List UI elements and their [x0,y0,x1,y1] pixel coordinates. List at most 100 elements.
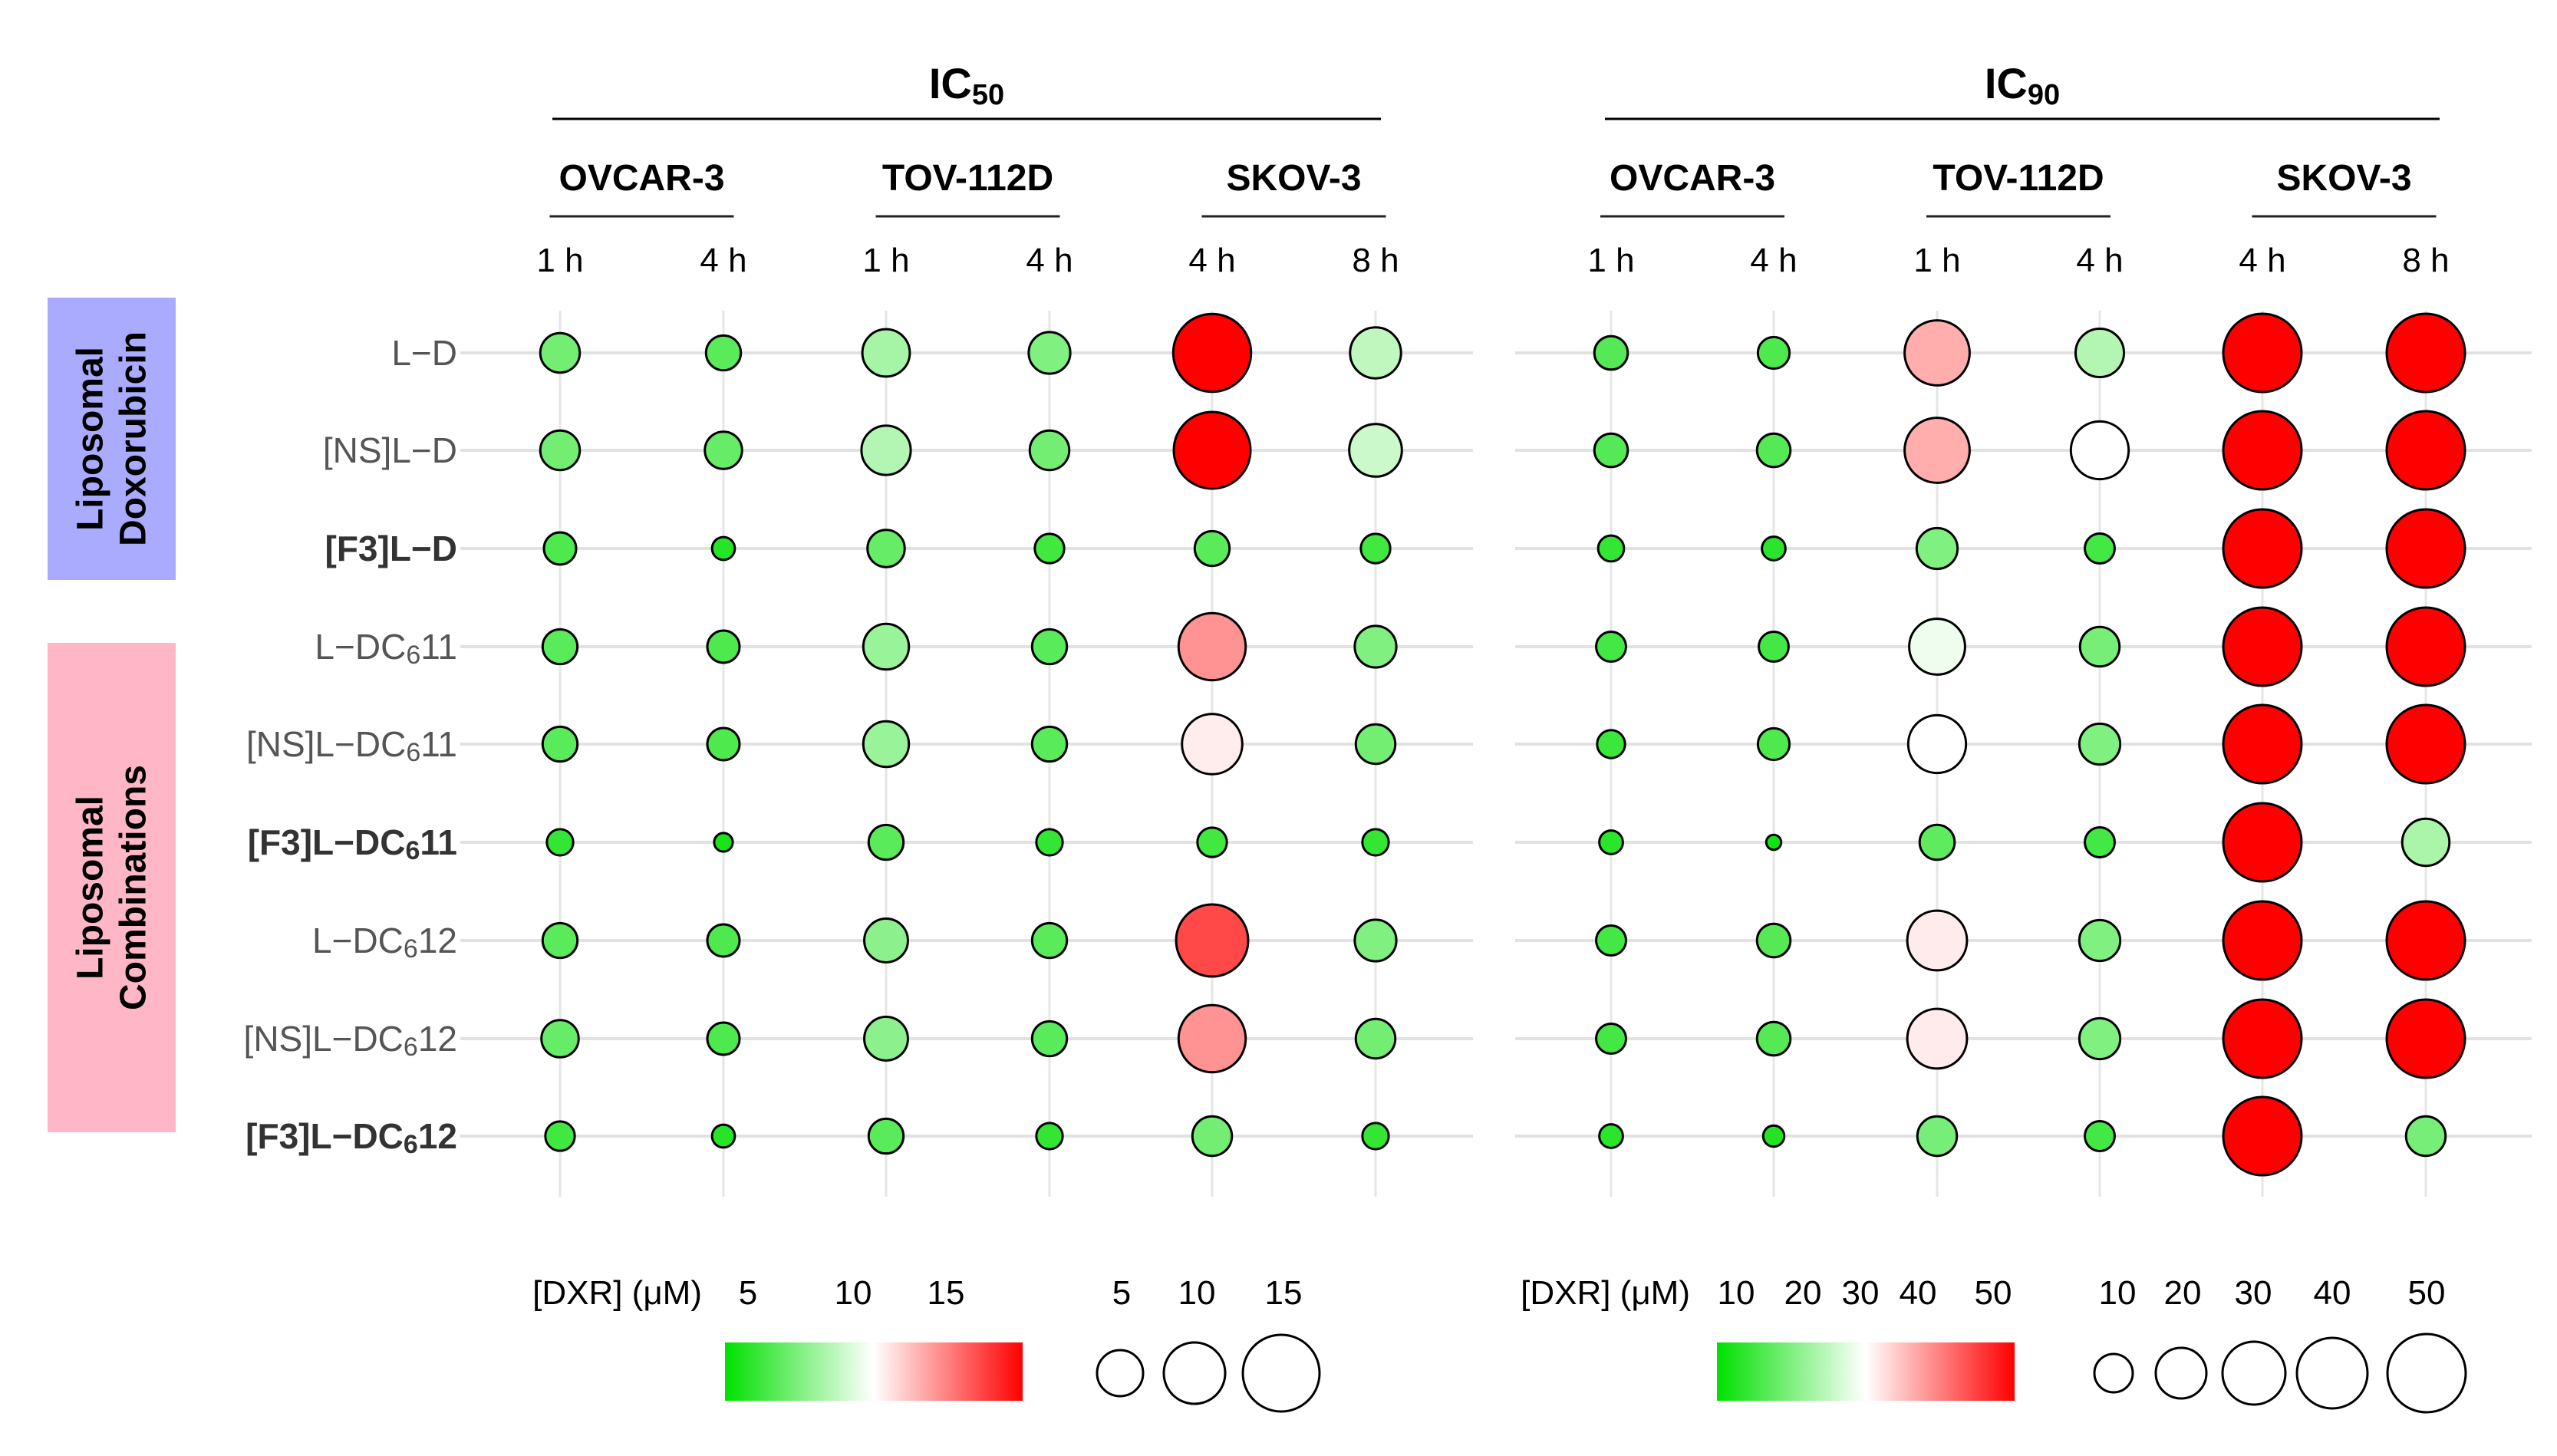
group-label-1: Liposomal Doxorubicin [71,331,154,546]
row-label-suffix: 12 [418,921,457,960]
row-label-suffix: 11 [420,822,457,862]
bubble-point [2069,420,2130,481]
bubble-point [1353,624,1398,669]
size-scale-circle [2093,1352,2134,1394]
group-label-line2: Combinations [114,765,154,1010]
size-scale-circle [2221,1340,2287,1406]
size-scale-circle [2386,1332,2467,1414]
color-scale-tick: 15 [928,1274,965,1312]
row-label-sub: 6 [404,1033,418,1062]
bubble-point [1595,1023,1627,1055]
bubble-point [542,531,578,566]
bubble-point [2222,508,2303,589]
row-label-suffix: 11 [420,627,457,667]
bubble-point [1908,618,1966,676]
bubble-point [1598,829,1624,855]
bubble-point [1030,725,1069,763]
bubble-point [1353,918,1398,963]
bubble-point [2385,900,2466,981]
cell-line-label: OVCAR-3 [559,158,724,199]
color-scale-tick: 5 [739,1274,757,1312]
bubble-point [1906,1007,1969,1070]
bubble-point [1191,1115,1234,1158]
time-label: 1 h [1913,242,1960,279]
row-label-text: [NS]L−DC [246,724,406,764]
bubble-point [2222,606,2303,687]
bubble-point [867,1117,905,1155]
bubble-point [710,1123,736,1149]
row-label-text: L−DC [315,627,406,667]
bubble-point [863,1016,909,1062]
bubble-point [1765,833,1783,852]
bubble-point [862,720,911,769]
bubble-point [1361,1122,1390,1151]
bubble-point [1030,921,1069,960]
size-scale-tick: 10 [1178,1274,1216,1312]
bubble-point [1349,326,1402,380]
row-label: [F3]L−D [325,529,458,568]
row-label-sub: 6 [405,836,420,865]
bubble-point [1033,532,1066,565]
bubble-point [1035,1122,1064,1151]
bubble-point [541,921,579,960]
bubble-point [706,1021,741,1056]
row-label: [NS]L−D [323,430,457,470]
color-scale-bar [1717,1342,2015,1401]
row-label: [F3]L−DC612 [245,1116,457,1159]
bubble-point [1035,828,1064,857]
legend-axis-label: [DXR] (μM) [1521,1274,1690,1312]
group-label-line2: Doxorubicin [114,331,154,546]
legend-2: [DXR] (μM) 10 20 30 40 50 10 20 30 40 50 [1521,1274,2467,1414]
size-scale-tick: 5 [1112,1274,1131,1312]
bubble-point [1915,526,1959,571]
row-label-text: [F3]L−D [325,529,458,568]
bubble-point [1598,1123,1624,1149]
bubble-point [704,430,743,470]
panel-title-2: IC90 [1985,59,2060,111]
bubble-point [1177,1003,1247,1074]
bubble-point [1348,423,1403,478]
bubble-point [1030,1020,1069,1058]
bubble-point [2074,327,2126,379]
row-label: [NS]L−DC612 [244,1019,457,1062]
time-label: 4 h [2076,242,2123,279]
bubble-point [867,823,905,861]
bubble-point [1354,723,1397,766]
row-label: L−DC611 [315,627,457,670]
bubble-point [1758,631,1790,663]
bubble-point [861,328,911,378]
bubble-point [541,725,579,763]
size-scale-tick: 10 [2099,1274,2137,1312]
color-scale-tick: 30 [1842,1274,1880,1312]
row-label-sub: 6 [406,738,420,767]
bubble-point [1359,532,1392,565]
panel-title-main: IC [1985,59,2028,107]
bubble-point [1761,535,1787,562]
size-scale-circle [1162,1341,1227,1405]
bubble-point [1756,335,1791,371]
bubble-point [2222,703,2303,785]
bubble-point [1171,312,1253,394]
time-label: 8 h [1352,242,1399,279]
bubble-point [1761,1124,1786,1148]
row-label-suffix: 12 [418,1116,457,1156]
bubble-point [706,629,741,664]
bubble-point [1028,429,1071,472]
bubble-point [866,529,906,568]
bubble-point [2078,625,2121,668]
bubble-point [1354,1017,1397,1060]
bubble-point [1596,534,1626,563]
color-scale-tick: 50 [1975,1274,2012,1312]
size-scale-circle [1096,1349,1145,1398]
bubble-point [1361,828,1390,857]
bubble-point [2084,1120,2116,1152]
bubble-point [1918,823,1956,861]
bubble-point [1903,319,1971,387]
row-label-suffix: 11 [420,724,457,764]
panel-title-main: IC [929,59,972,107]
bubble-point [2078,918,2122,963]
row-label: L−D [391,333,457,373]
row-label-suffix: 12 [418,1019,457,1059]
legend-1: [DXR] (μM) 5 10 15 5 10 15 [532,1274,1321,1413]
bubble-point [706,923,741,958]
